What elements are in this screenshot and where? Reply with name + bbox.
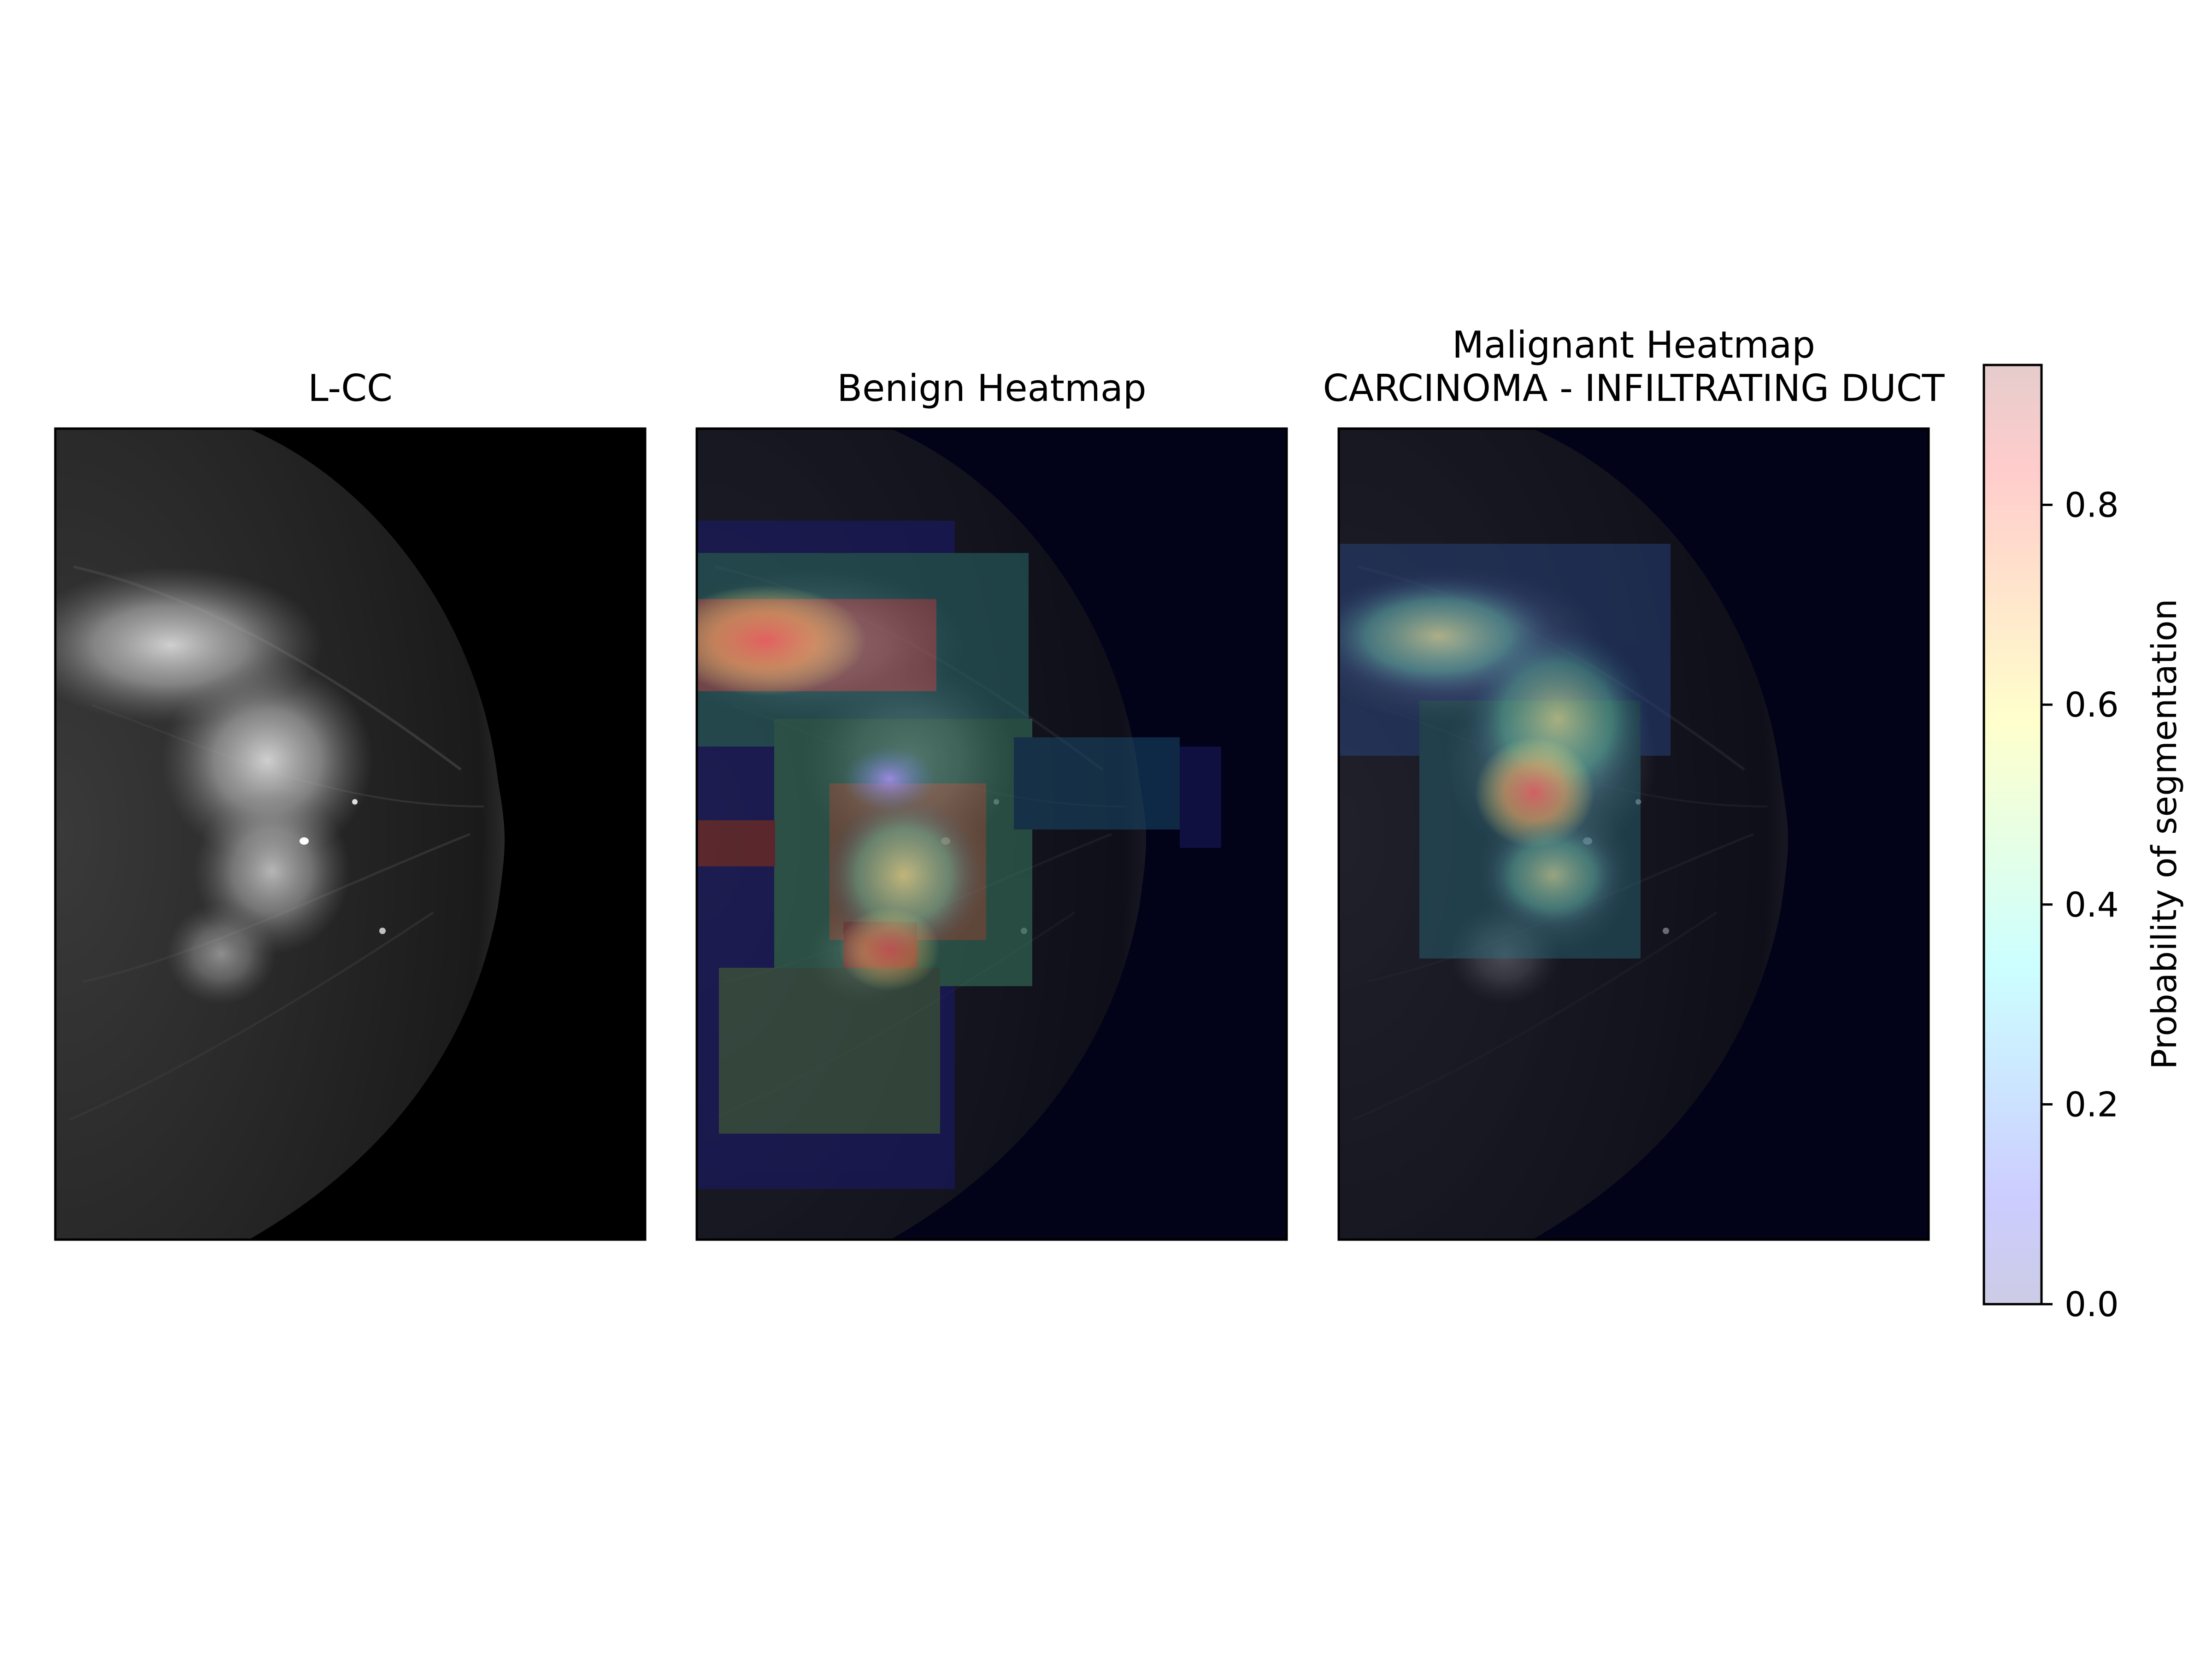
panel-title-lcc: L-CC	[308, 367, 393, 410]
colorbar-tick-label: 0.2	[2065, 1085, 2119, 1124]
colorbar-label: Probability of segmentation	[2145, 599, 2184, 1069]
colorbar-tick-label: 0.6	[2065, 685, 2119, 725]
panel-title-malignant-line1: Malignant Heatmap	[1452, 324, 1815, 366]
benign-heatmap-image	[697, 429, 1287, 1240]
panel-title-benign: Benign Heatmap	[837, 367, 1146, 410]
colorbar-tick-label: 0.8	[2065, 486, 2119, 525]
panel-frame-malignant	[1337, 427, 1930, 1241]
colorbar: 0.0 0.2 0.4 0.6 0.8 Probability of segmentat…	[1983, 364, 2184, 1324]
malignant-heatmap-image	[1339, 429, 1929, 1240]
colorbar-tick-label: 0.4	[2065, 885, 2119, 925]
panel-frame-benign	[695, 427, 1288, 1241]
colorbar-gradient	[1984, 365, 2041, 1304]
colorbar-frame	[1983, 364, 2043, 1306]
panel-title-malignant-line2: CARCINOMA - INFILTRATING DUCT	[1323, 367, 1945, 410]
panel-frame-lcc	[54, 427, 647, 1241]
colorbar-ticks: 0.0 0.2 0.4 0.6 0.8	[2041, 486, 2119, 1324]
colorbar-tick-label: 0.0	[2065, 1285, 2119, 1324]
mammogram-image	[55, 429, 645, 1240]
